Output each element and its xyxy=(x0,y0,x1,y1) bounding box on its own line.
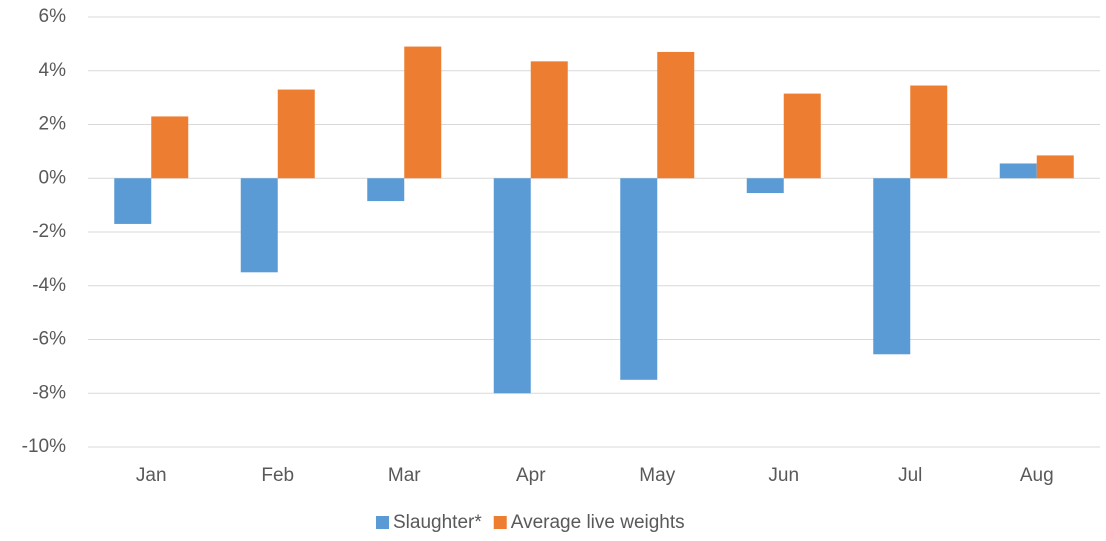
bar xyxy=(783,93,821,179)
bar xyxy=(620,178,658,380)
y-tick-label: -6% xyxy=(32,329,66,350)
bar xyxy=(746,178,784,194)
x-tick-label: Mar xyxy=(388,465,421,486)
y-tick-label: -10% xyxy=(22,436,66,457)
x-tick-label: May xyxy=(639,465,675,486)
legend-label: Average live weights xyxy=(511,512,685,533)
bar xyxy=(530,61,568,179)
legend-label: Slaughter* xyxy=(393,512,482,533)
bar xyxy=(114,178,152,224)
bar xyxy=(999,163,1037,179)
bar xyxy=(367,178,405,202)
x-tick-label: Jul xyxy=(898,465,922,486)
y-tick-label: -8% xyxy=(32,382,66,403)
y-tick-label: -4% xyxy=(32,275,66,296)
bar xyxy=(1036,155,1074,179)
y-tick-label: -2% xyxy=(32,221,66,242)
legend-marker xyxy=(493,516,507,529)
bar xyxy=(404,46,442,179)
y-tick-label: 4% xyxy=(39,60,67,81)
bar xyxy=(151,116,189,179)
x-tick-label: Aug xyxy=(1020,465,1054,486)
x-tick-label: Jan xyxy=(136,465,167,486)
y-tick-label: 0% xyxy=(39,167,67,188)
bar xyxy=(240,178,278,273)
legend-marker xyxy=(376,516,389,529)
x-tick-label: Jun xyxy=(768,465,799,486)
bar xyxy=(873,178,911,355)
bar xyxy=(910,85,948,179)
bar xyxy=(493,178,531,394)
x-tick-label: Feb xyxy=(261,465,294,486)
y-tick-label: 6% xyxy=(39,6,67,27)
x-tick-label: Apr xyxy=(516,465,546,486)
bar xyxy=(277,89,315,179)
bar xyxy=(657,51,695,179)
y-tick-label: 2% xyxy=(39,114,67,135)
